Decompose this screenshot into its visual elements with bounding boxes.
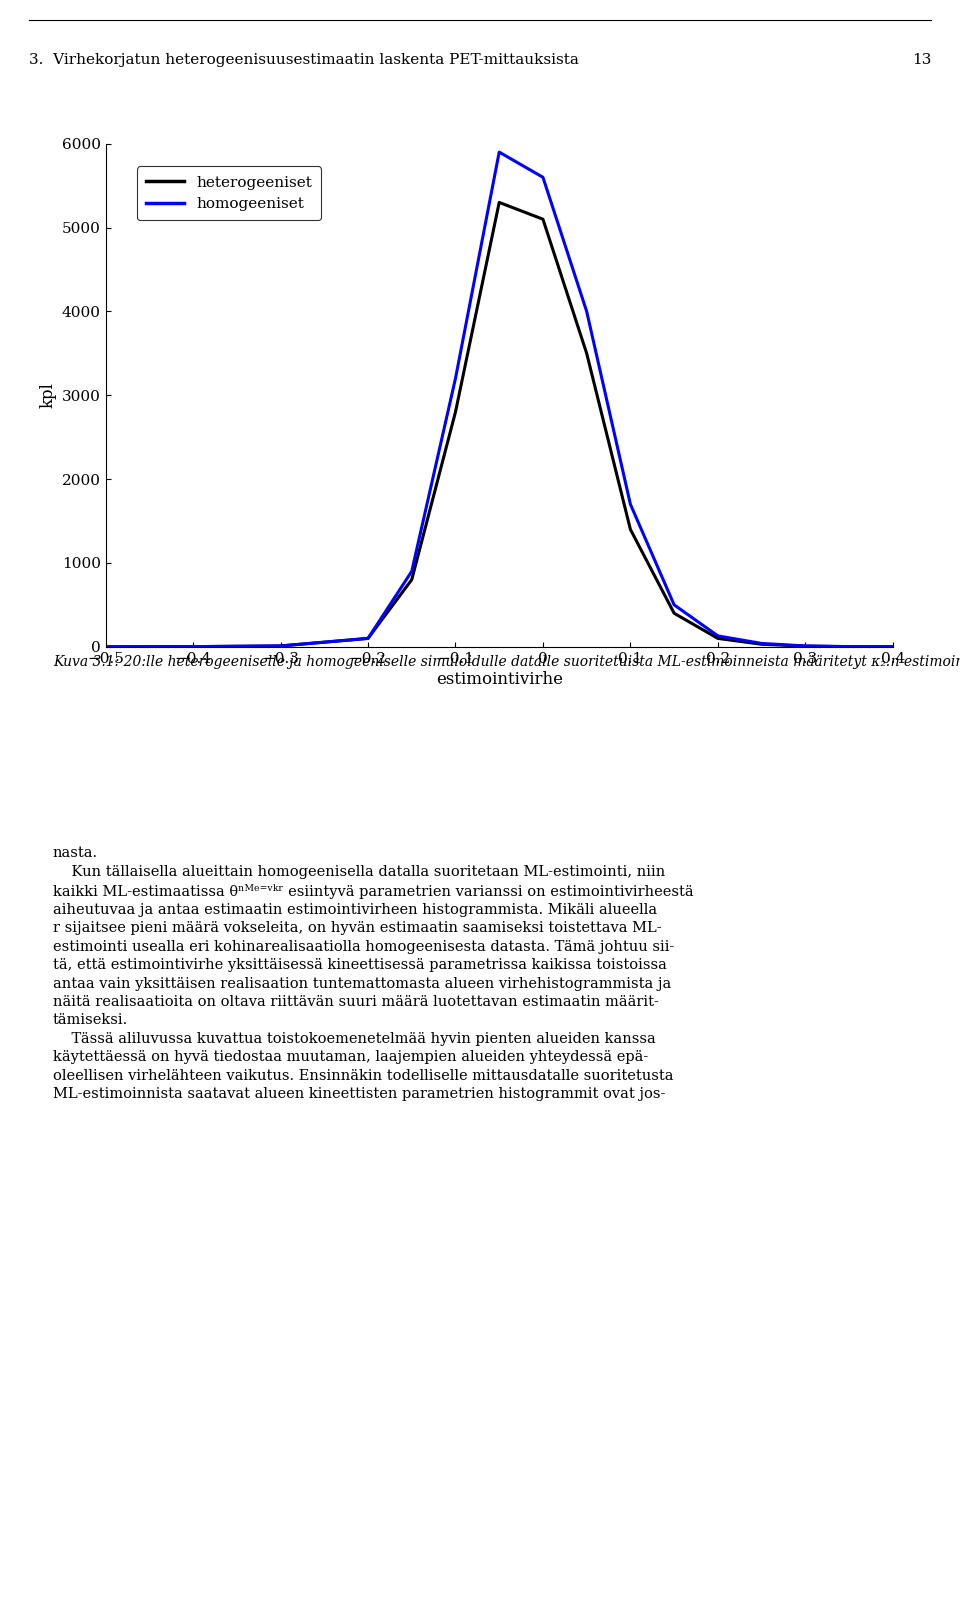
Line: heterogeeniset: heterogeeniset: [106, 203, 893, 647]
homogeeniset: [625, 495, 636, 514]
Text: 13: 13: [912, 53, 931, 67]
heterogeeniset: [100, 637, 111, 656]
homogeeniset: [493, 142, 505, 161]
heterogeeniset: [493, 193, 505, 212]
homogeeniset: [187, 637, 199, 656]
heterogeeniset: [362, 629, 373, 648]
homogeeniset: [100, 637, 111, 656]
heterogeeniset: [756, 634, 767, 653]
heterogeeniset: [668, 604, 680, 623]
Y-axis label: kpl: kpl: [39, 382, 57, 409]
homogeeniset: [538, 168, 549, 187]
Text: Kuva 3.1: 20:lle heterogeeniselle ja homogeeniselle simuloidulle datalle suorite: Kuva 3.1: 20:lle heterogeeniselle ja hom…: [53, 655, 960, 669]
heterogeeniset: [843, 637, 854, 656]
homogeeniset: [800, 636, 811, 655]
homogeeniset: [449, 369, 461, 388]
homogeeniset: [406, 562, 418, 581]
homogeeniset: [275, 636, 286, 655]
homogeeniset: [756, 634, 767, 653]
Text: 3.  Virhekorjatun heterogeenisuusestimaatin laskenta PET-mittauksista: 3. Virhekorjatun heterogeenisuusestimaat…: [29, 53, 579, 67]
homogeeniset: [887, 637, 899, 656]
heterogeeniset: [581, 343, 592, 363]
Text: nasta.
    Kun tällaisella alueittain homogeenisella datalla suoritetaan ML-esti: nasta. Kun tällaisella alueittain homoge…: [53, 846, 693, 1100]
heterogeeniset: [625, 521, 636, 540]
homogeeniset: [668, 596, 680, 615]
heterogeeniset: [449, 402, 461, 422]
homogeeniset: [581, 302, 592, 321]
homogeeniset: [362, 629, 373, 648]
heterogeeniset: [887, 637, 899, 656]
heterogeeniset: [406, 570, 418, 589]
homogeeniset: [843, 637, 854, 656]
heterogeeniset: [538, 209, 549, 228]
heterogeeniset: [187, 637, 199, 656]
X-axis label: estimointivirhe: estimointivirhe: [436, 671, 563, 688]
heterogeeniset: [275, 636, 286, 655]
Line: homogeeniset: homogeeniset: [106, 152, 893, 647]
heterogeeniset: [800, 637, 811, 656]
heterogeeniset: [712, 629, 724, 648]
Legend: heterogeeniset, homogeeniset: heterogeeniset, homogeeniset: [137, 166, 322, 220]
homogeeniset: [712, 626, 724, 645]
